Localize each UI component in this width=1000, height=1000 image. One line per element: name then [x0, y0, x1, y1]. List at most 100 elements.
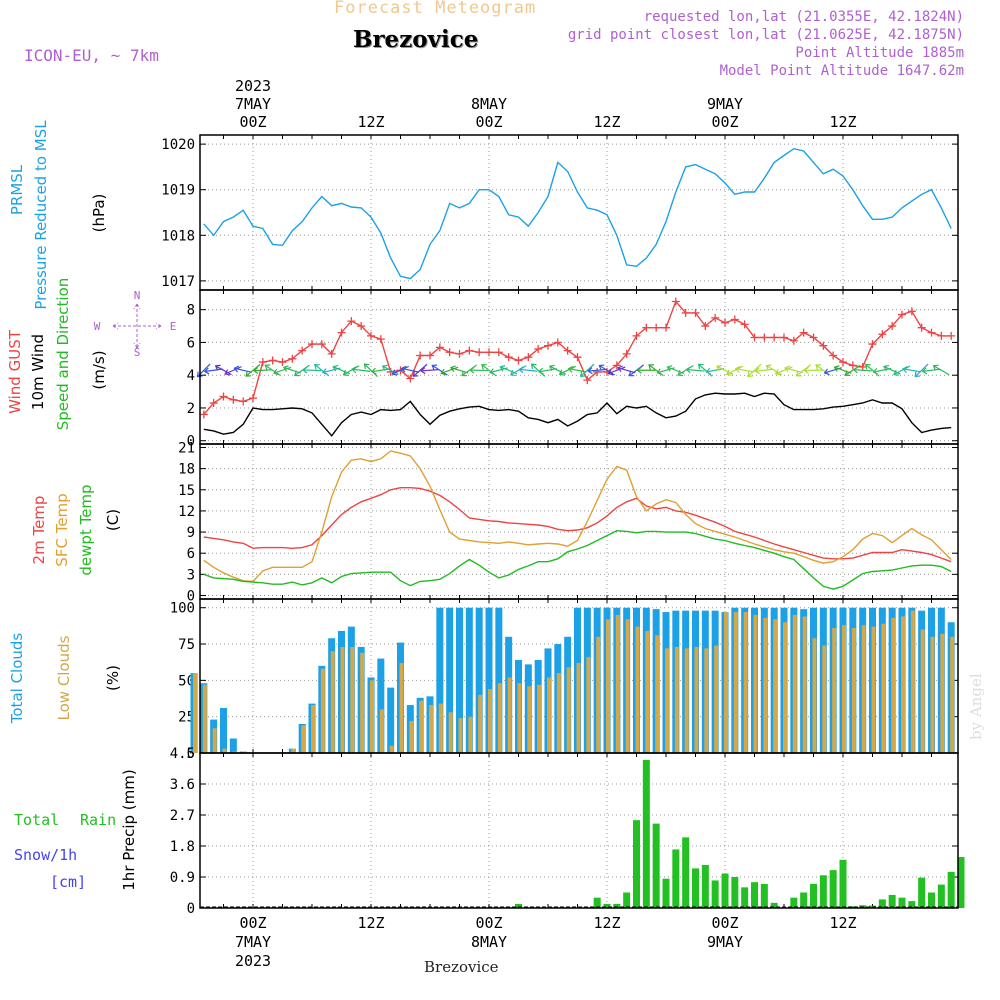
gust-marker [455, 349, 464, 358]
pressure-series-prmsl [203, 147, 952, 280]
top-time-label: 12Z [829, 113, 856, 131]
y-tick-label: 1.8 [170, 839, 195, 855]
gust-marker [671, 297, 680, 306]
wind-direction-arrow [914, 363, 929, 378]
precip-label-total: Total [14, 811, 59, 829]
gust-marker [760, 333, 769, 342]
pressure-label-prmsl: PRMSL [8, 164, 26, 215]
gust-marker [770, 333, 779, 342]
precip-bar [918, 877, 926, 908]
cloud-bar-low [468, 716, 473, 753]
cloud-bar-low [409, 721, 414, 753]
cloud-bar-total [387, 687, 395, 753]
wind-direction-arrow [420, 367, 440, 375]
y-tick-label: 100 [170, 601, 195, 617]
y-tick-label: 15 [178, 483, 195, 499]
y-tick-label: 0 [187, 746, 195, 762]
wind-label-units: (m/s) [90, 350, 108, 389]
wind-direction-arrow [381, 364, 399, 376]
precip-bar [652, 823, 660, 908]
cloud-bar-low [753, 614, 758, 753]
temperature-series-2m-temp [203, 487, 952, 563]
gust-marker [819, 341, 828, 350]
wind-direction-arrow [321, 367, 341, 375]
precip-bar [603, 903, 611, 908]
precip-bar [849, 906, 857, 908]
wind-direction-arrow [363, 363, 378, 377]
gust-marker [317, 340, 326, 349]
wind-label-10m: 10m Wind [29, 334, 47, 410]
cloud-bar-low [694, 646, 699, 753]
wind-direction-arrow [932, 364, 950, 376]
top-time-label: 12Z [357, 113, 384, 131]
cloud-bar-low [822, 645, 827, 753]
precip-bar [711, 880, 719, 908]
clouds-label-total: Total Clouds [8, 633, 26, 725]
precip-bar [829, 870, 837, 908]
wind-direction-arrow [431, 364, 448, 376]
cloud-bar-low [655, 635, 660, 753]
y-tick-label: 8 [187, 303, 195, 319]
gust-marker [691, 308, 700, 317]
gust-marker [524, 353, 533, 362]
y-tick-label: 21 [178, 441, 195, 457]
gust-marker [858, 363, 867, 371]
gust-marker [337, 328, 346, 337]
wind-direction-arrow [273, 366, 292, 376]
precip-bar [878, 899, 886, 908]
gust-marker [583, 376, 592, 385]
cloud-bar-low [202, 684, 207, 753]
temp-label-sfc: SFC Temp [53, 493, 71, 566]
cloud-bar-low [733, 612, 738, 753]
precip-panel: 0 0.9 1.8 2.7 3.6 4.5 [170, 746, 965, 917]
temperature-frame [199, 443, 959, 600]
wind-direction-arrow [440, 366, 459, 376]
cloud-bar-low [615, 614, 620, 753]
y-tick-label: 2.7 [170, 808, 195, 824]
gust-marker [593, 367, 602, 376]
y-tick-label: 1020 [161, 137, 195, 153]
precip-label-snow: Snow/1h [14, 846, 77, 864]
y-tick-label: 3.6 [170, 777, 195, 793]
wind-direction-arrow [656, 367, 675, 376]
gust-marker [445, 348, 454, 357]
precip-label-cm: [cm] [50, 873, 86, 891]
cloud-bar-low [871, 626, 876, 753]
wind-direction-arrow [469, 366, 489, 374]
gust-marker [308, 340, 316, 349]
wind-direction-arrow [795, 364, 812, 377]
gust-marker [898, 310, 906, 319]
gust-marker [721, 318, 729, 327]
top-time-label: 00Z [711, 113, 738, 131]
gust-marker [780, 333, 788, 342]
gust-marker [229, 395, 238, 404]
top-time-label: 00Z [239, 113, 266, 131]
cloud-bar-total [229, 738, 237, 753]
cloud-bar-low [507, 677, 512, 753]
y-tick-label: 4.5 [170, 746, 195, 762]
y-tick-label: 0 [187, 434, 195, 450]
wind-direction-arrow [391, 365, 409, 376]
cloud-bar-low [724, 612, 728, 753]
wind-direction-arrow [607, 366, 626, 376]
cloud-bar-low [566, 667, 571, 753]
cloud-bar-low [379, 709, 384, 753]
wind-label-gust: Wind GUST [6, 329, 24, 414]
cloud-bar-low [783, 622, 787, 753]
wind-direction-arrow [765, 364, 783, 376]
clouds-label-units: (%) [104, 665, 122, 691]
precip-bar [928, 892, 935, 908]
wind-direction-arrow [587, 367, 607, 375]
gust-marker [367, 331, 375, 340]
cloud-bar-low [930, 636, 935, 753]
wind-direction-arrow [400, 365, 420, 373]
wind-direction-arrow [293, 364, 310, 377]
cloud-bar-total [377, 658, 385, 753]
point-altitude: Point Altitude 1885m [795, 45, 964, 61]
bottom-time-label: 00Z [239, 914, 266, 932]
wind-series-10m-wind [203, 392, 952, 437]
y-tick-label: 3 [187, 567, 195, 583]
compass-n: N [134, 289, 141, 302]
cloud-bar-low [320, 668, 325, 753]
